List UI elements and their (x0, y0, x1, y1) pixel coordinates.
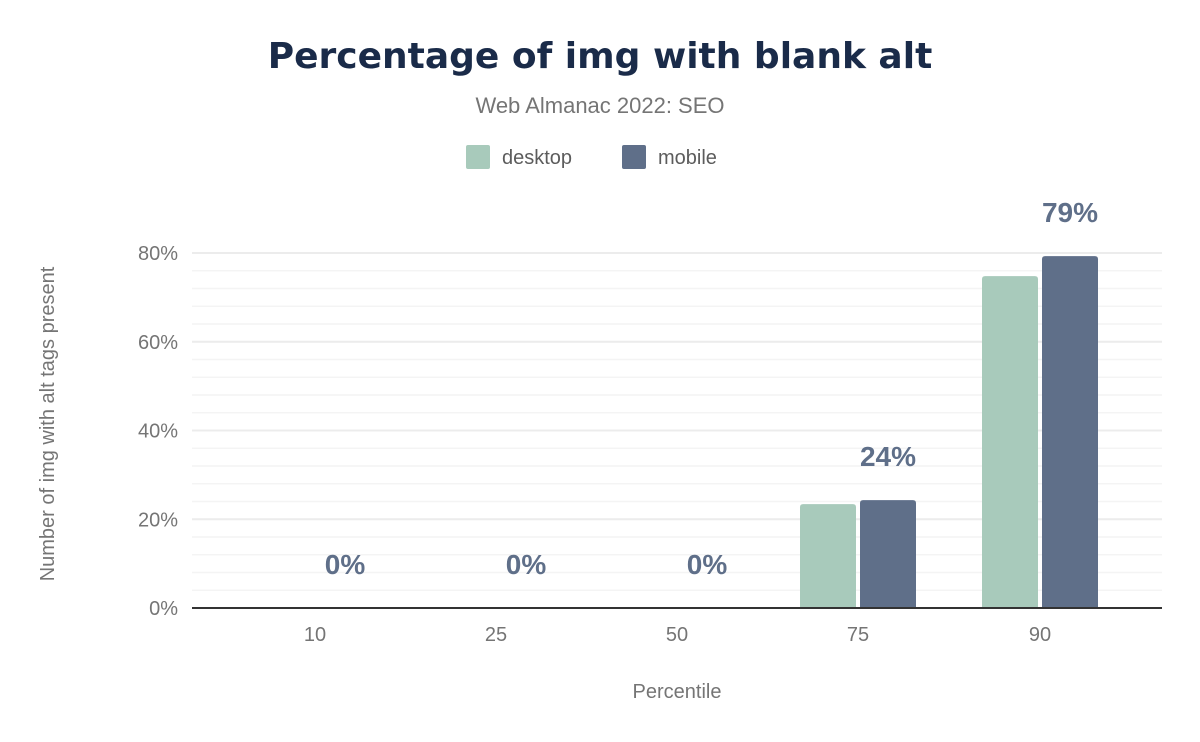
data-label: 24% (860, 441, 916, 472)
legend-swatch-mobile (622, 145, 646, 169)
legend-label-desktop[interactable]: desktop (502, 147, 572, 169)
x-tick-label: 90 (1029, 624, 1051, 646)
y-axis-label: Number of img with alt tags present (37, 266, 59, 581)
bar-mobile[interactable] (1042, 256, 1098, 608)
legend-swatch-desktop (466, 145, 490, 169)
chart-subtitle: Web Almanac 2022: SEO (475, 93, 724, 118)
x-tick-label: 75 (847, 624, 869, 646)
data-label: 79% (1042, 197, 1098, 228)
data-label: 0% (325, 549, 366, 580)
data-label: 0% (687, 549, 728, 580)
legend-label-mobile[interactable]: mobile (658, 147, 717, 169)
y-tick-label: 80% (138, 243, 178, 265)
x-tick-label: 10 (304, 624, 326, 646)
y-tick-label: 0% (149, 598, 178, 620)
bar-desktop[interactable] (982, 276, 1038, 608)
y-tick-label: 20% (138, 509, 178, 531)
y-tick-label: 40% (138, 421, 178, 443)
x-tick-label: 25 (485, 624, 507, 646)
y-tick-label: 60% (138, 332, 178, 354)
data-label: 0% (506, 549, 547, 580)
bar-mobile[interactable] (860, 500, 916, 608)
x-axis-label: Percentile (633, 681, 722, 703)
bar-desktop[interactable] (800, 504, 856, 608)
chart-title: Percentage of img with blank alt (268, 36, 933, 77)
x-tick-label: 50 (666, 624, 688, 646)
